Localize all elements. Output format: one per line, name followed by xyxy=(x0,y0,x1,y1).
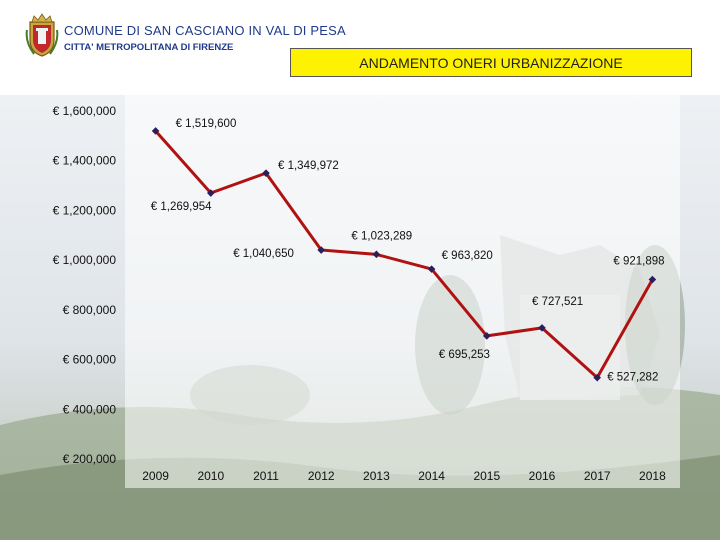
data-label: € 1,349,972 xyxy=(278,160,339,172)
data-label: € 1,040,650 xyxy=(233,248,294,260)
org-subtitle: CITTA' METROPOLITANA DI FIRENZE xyxy=(64,42,234,53)
y-tick-label: € 1,600,000 xyxy=(53,104,117,118)
x-tick-label: 2017 xyxy=(584,469,611,483)
data-point-marker xyxy=(648,275,657,284)
data-label: € 695,253 xyxy=(439,349,490,361)
data-label: € 527,282 xyxy=(607,372,658,384)
data-point-marker xyxy=(538,324,546,332)
org-title: COMUNE DI SAN CASCIANO IN VAL DI PESA xyxy=(64,23,346,38)
data-point-marker xyxy=(151,127,160,135)
data-label: € 963,820 xyxy=(442,250,493,262)
header: COMUNE DI SAN CASCIANO IN VAL DI PESA CI… xyxy=(0,0,720,77)
data-point-marker xyxy=(317,246,325,254)
x-tick-label: 2018 xyxy=(639,469,666,483)
data-label: € 1,269,954 xyxy=(151,201,212,213)
data-label: € 727,521 xyxy=(532,296,583,308)
plot-area xyxy=(125,95,680,488)
data-point-marker xyxy=(593,373,601,382)
chart-title: ANDAMENTO ONERI URBANIZZAZIONE xyxy=(290,48,692,77)
x-tick-label: 2014 xyxy=(418,469,445,483)
y-tick-label: € 200,000 xyxy=(63,452,117,466)
y-tick-label: € 400,000 xyxy=(63,402,117,416)
x-tick-label: 2011 xyxy=(253,469,279,483)
x-tick-label: 2009 xyxy=(142,469,169,483)
data-point-marker xyxy=(372,250,381,259)
data-label: € 1,023,289 xyxy=(351,230,412,242)
data-label: € 1,519,600 xyxy=(176,118,237,130)
data-label: € 921,898 xyxy=(613,256,664,268)
municipal-crest-icon xyxy=(25,13,59,57)
y-tick-label: € 1,400,000 xyxy=(53,154,117,168)
x-tick-label: 2016 xyxy=(529,469,556,483)
y-tick-label: € 600,000 xyxy=(63,353,117,367)
data-point-marker xyxy=(207,189,215,197)
data-point-marker xyxy=(427,265,436,273)
y-tick-label: € 1,200,000 xyxy=(53,203,117,217)
series-line xyxy=(154,130,654,380)
y-tick-label: € 800,000 xyxy=(63,303,117,317)
x-tick-label: 2012 xyxy=(308,469,335,483)
y-tick-label: € 1,000,000 xyxy=(53,253,117,267)
x-tick-label: 2010 xyxy=(197,469,224,483)
x-tick-label: 2013 xyxy=(363,469,390,483)
x-tick-label: 2015 xyxy=(473,469,500,483)
data-point-marker xyxy=(483,332,491,340)
data-point-marker xyxy=(262,169,270,177)
